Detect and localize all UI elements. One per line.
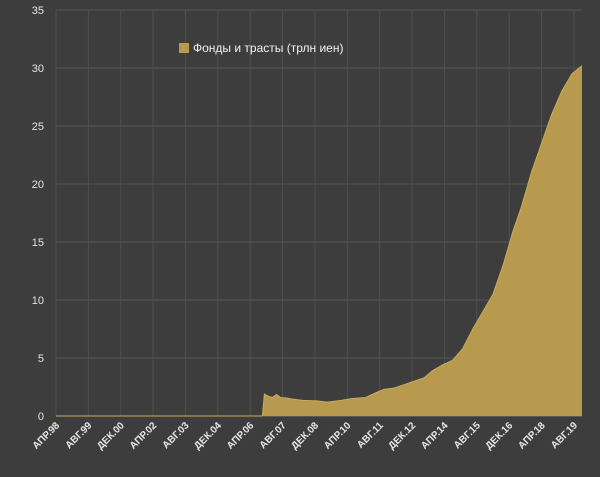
legend: Фонды и трасты (трлн иен) (179, 41, 343, 55)
y-tick-label: 5 (38, 353, 44, 365)
y-tick-label: 15 (32, 237, 44, 249)
y-tick-label: 20 (32, 179, 44, 191)
y-tick-label: 30 (32, 63, 44, 75)
series-line-0 (56, 65, 583, 417)
y-axis: 0 5 10 15 20 25 30 35 (32, 5, 44, 423)
y-tick-label: 0 (38, 411, 44, 423)
legend-swatch (179, 43, 189, 53)
y-tick-label: 35 (32, 5, 44, 17)
series-area-0 (56, 65, 582, 417)
y-tick-label: 25 (32, 121, 44, 133)
legend-label-funds: Фонды и трасты (трлн иен) (193, 41, 343, 55)
series-area (56, 65, 583, 417)
y-tick-label: 10 (32, 295, 44, 307)
